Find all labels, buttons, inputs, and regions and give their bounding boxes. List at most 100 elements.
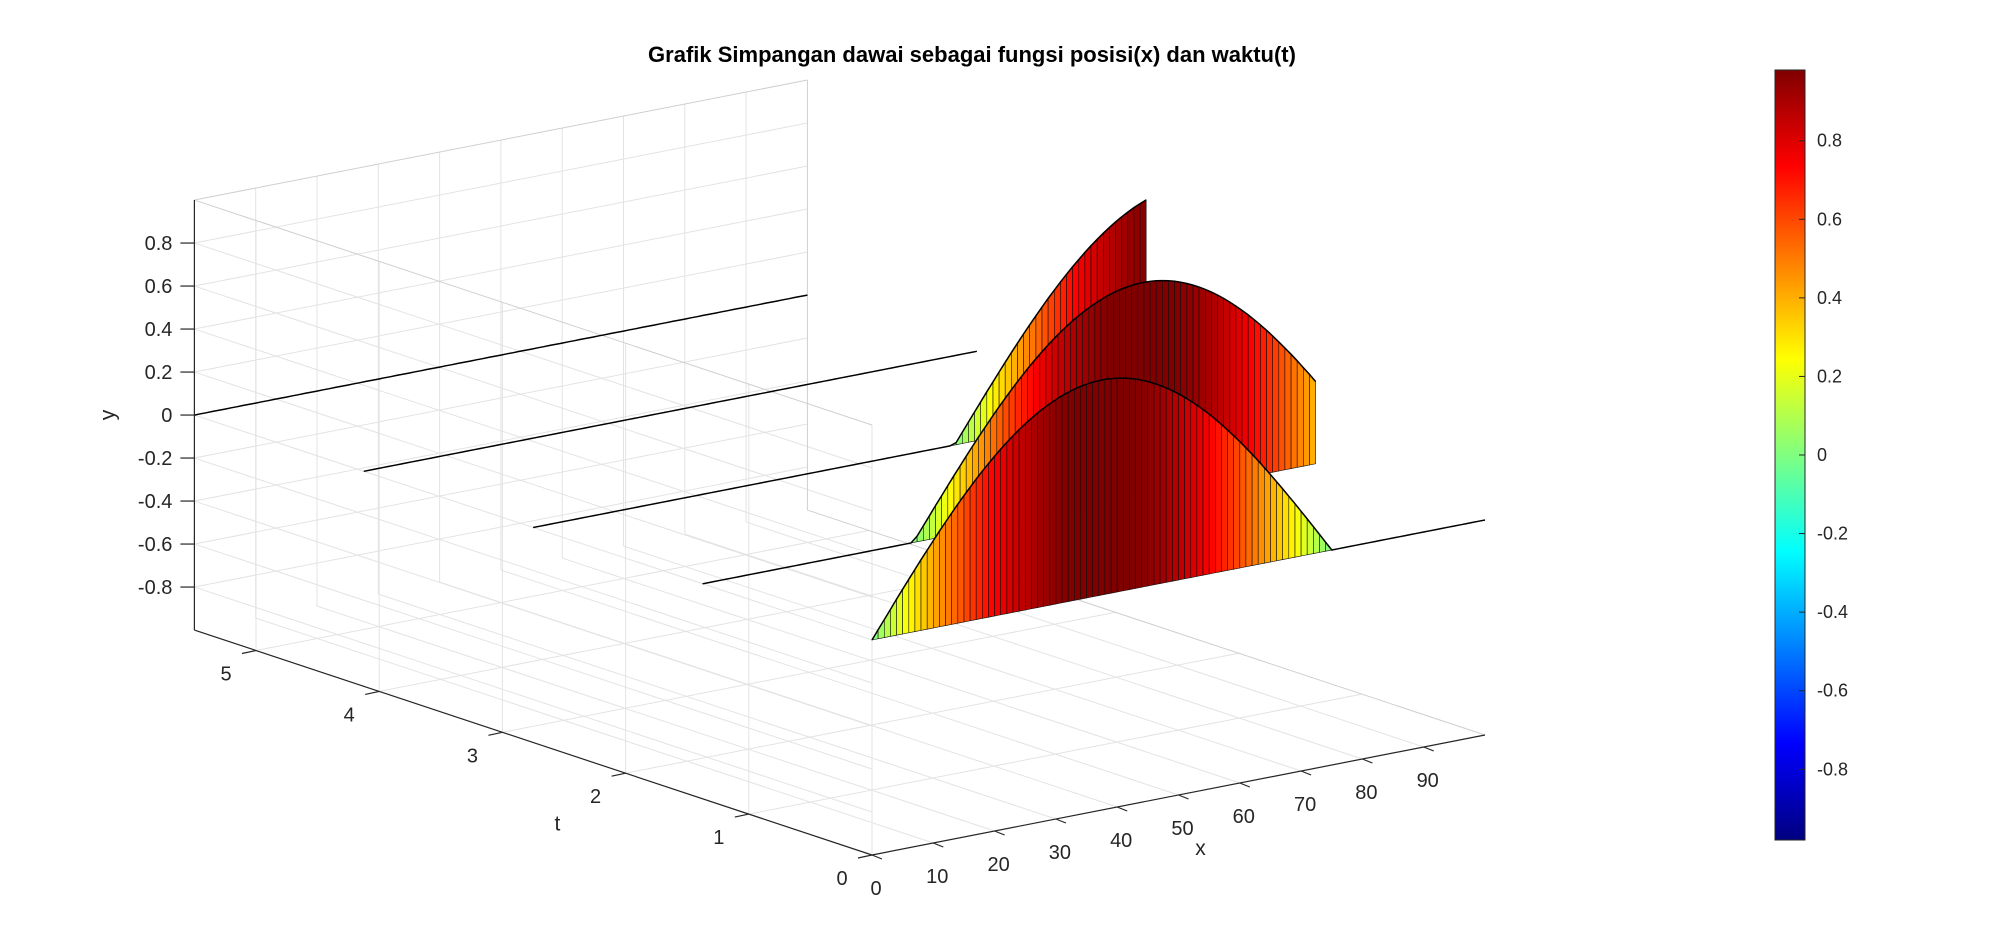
surface-patch: [1153, 382, 1161, 586]
x-tick-mark: [871, 854, 883, 860]
surface-patch: [963, 486, 971, 623]
surface-patch: [914, 558, 922, 632]
grid-floor-t-2: [625, 652, 1239, 774]
surface-patch: [1233, 434, 1241, 570]
z-tick-label: 0.6: [145, 276, 173, 298]
t-tick-mark: [857, 854, 873, 859]
grid-backwall-z-6: [194, 208, 808, 330]
surface-patch: [1245, 447, 1253, 568]
colorbar-tick-label: 0.4: [1817, 288, 1842, 308]
surface-patch: [1135, 378, 1142, 589]
surface-patch: [1006, 435, 1014, 614]
grid-backwall-z-5: [194, 251, 808, 373]
surface-patch: [1282, 488, 1290, 560]
surface-crest-line: [194, 294, 808, 416]
surface-patch: [1260, 324, 1267, 475]
surface-patch: [1123, 377, 1130, 592]
axes-layer: 0 10 20 30 40 50 60 70 80 90 0 1 2 3 4 5 -0.8 -0.6 -0.4 -0.…: [96, 200, 1486, 900]
surface-patch: [1172, 390, 1179, 582]
x-tick-mark: [1423, 746, 1434, 752]
surface-patch: [1296, 360, 1304, 468]
surface-patch: [1284, 347, 1292, 471]
surface-patch: [1294, 502, 1302, 558]
x-tick-label: 40: [1110, 830, 1132, 852]
surface-patch: [1288, 495, 1296, 559]
x-tick-mark: [1055, 818, 1067, 824]
surface-patch: [1074, 386, 1081, 601]
surface-patch: [1239, 440, 1247, 569]
grid-backwall-z-0: [194, 466, 808, 588]
t-axis-label: t: [554, 813, 560, 836]
x-axis-label: x: [1195, 837, 1206, 860]
surface-patch: [988, 455, 995, 618]
x-tick-mark: [933, 842, 944, 848]
surface-patch: [1196, 404, 1204, 577]
surface-patch: [1098, 379, 1106, 596]
z-tick-label: -0.8: [138, 577, 172, 599]
x-tick-label: 0: [870, 878, 881, 900]
surface-crest-line: [363, 350, 977, 473]
colorbar-tick-label: -0.4: [1817, 602, 1848, 622]
box-edge-floor-right: [807, 509, 1486, 736]
surface-patch: [1227, 429, 1234, 571]
surface-patch: [969, 478, 977, 622]
surface-patch: [1037, 407, 1044, 608]
surface-patch: [932, 530, 940, 629]
surface-patch: [1049, 398, 1057, 606]
surface-patch: [1306, 518, 1314, 556]
z-tick-label: -0.4: [138, 491, 172, 513]
surface-patch: [1208, 413, 1216, 575]
x-tick-label: 10: [926, 866, 948, 888]
surface-patch: [896, 588, 903, 636]
x-tick-label: 20: [987, 854, 1009, 876]
surface-patch: [939, 521, 946, 628]
surface-patch: [945, 512, 953, 626]
surface-patch: [957, 494, 965, 624]
surface-patch: [1110, 377, 1118, 594]
surface-patch: [951, 503, 959, 625]
colorbar-tick-label: -0.8: [1817, 759, 1848, 779]
grid-floor-x-7: [623, 545, 1302, 772]
surface-patch: [1309, 373, 1316, 466]
z-tick-label: -0.2: [138, 448, 172, 470]
surface-patch: [1000, 441, 1008, 616]
x-tick-mark: [994, 830, 1005, 836]
t-tick-label: 4: [344, 704, 355, 726]
z-axis-label: y: [96, 409, 119, 420]
surface-patch: [1202, 408, 1210, 576]
z-tick-label: 0.2: [145, 362, 173, 384]
grid-floor-x-3: [378, 593, 1057, 820]
grid-floor-x-1: [255, 617, 934, 844]
grid-sidewall-z-7: [194, 285, 873, 512]
surface-patch: [1116, 377, 1124, 593]
grid-floor-x-9: [745, 521, 1424, 748]
grid-backwall-z-2: [194, 380, 808, 502]
t-tick-label: 1: [713, 827, 724, 849]
colorbar-layer: -0.8 -0.6 -0.4 -0.2 0 0.2 0.4 0.6 0.8: [1774, 69, 1848, 841]
surface-patch: [1270, 473, 1277, 563]
t-tick-mark: [241, 649, 257, 655]
grid-floor-t-4: [379, 570, 993, 692]
surface-ribbon-t3: [363, 350, 977, 473]
surface-patch: [1272, 335, 1280, 473]
z-tick-label: -0.6: [138, 534, 172, 556]
grid-floor-x-6: [562, 557, 1240, 784]
surface-patch: [1018, 423, 1026, 612]
surface-patch: [1264, 466, 1271, 564]
grid-sidewall-z-6: [194, 328, 873, 555]
grid-sidewall-z-4: [194, 414, 873, 641]
grid-floor-x-2: [316, 605, 995, 832]
grid-sidewall-z-8: [194, 242, 873, 469]
grid-sidewall-z-2: [194, 500, 873, 727]
x-tick-label: 80: [1355, 782, 1377, 804]
box-edge-side-top: [194, 199, 873, 426]
surface-patch: [981, 462, 989, 619]
t-tick-mark: [734, 813, 749, 818]
surface-patch: [1104, 378, 1112, 595]
colorbar-tick-label: 0: [1817, 445, 1827, 465]
grid-sidewall-z-0: [194, 586, 873, 813]
surface-patch: [1080, 383, 1087, 600]
x-tick-label: 90: [1417, 770, 1439, 792]
colorbar-tick-label: 0.6: [1817, 209, 1842, 229]
surface-patch: [1278, 341, 1286, 472]
